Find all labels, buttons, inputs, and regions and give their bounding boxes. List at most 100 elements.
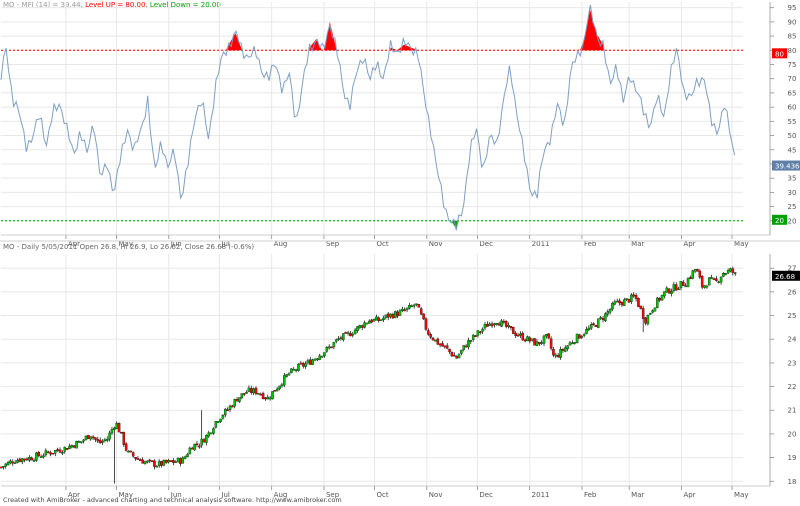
candle-body-up (679, 281, 683, 289)
candle-body-down (261, 393, 265, 400)
candle-body-up (63, 446, 66, 452)
candle-body-down (360, 325, 364, 328)
candle-body-down (592, 323, 595, 325)
candle-body-down (18, 458, 22, 462)
price-chart-header: MO - Daily 5/05/2011 Open 26.8, Hi 26.9,… (3, 243, 255, 251)
candle-body-up (42, 455, 45, 458)
x-tick-label: May (119, 240, 133, 248)
level-down-badge: 20 (772, 214, 788, 225)
candle-body-down (632, 294, 635, 297)
candle-body-down (344, 332, 347, 334)
candle (20, 458, 24, 465)
candle (70, 444, 74, 449)
candle (75, 440, 78, 449)
candle-body-up (89, 436, 92, 440)
candle-body-up (476, 330, 480, 336)
candle-body-up (726, 270, 730, 274)
candle-body-down (49, 452, 52, 455)
candle-body-up (519, 333, 522, 336)
candle-body-up (469, 340, 473, 342)
candle-body-up (28, 456, 31, 461)
y-tick-label: 90 (788, 18, 797, 26)
candle-body-up (9, 460, 12, 464)
candle-body-up (219, 418, 222, 422)
candle-body-down (436, 338, 440, 345)
candle (209, 432, 213, 435)
y-tick-label: 20 (788, 430, 797, 438)
candle-body-down (455, 355, 458, 359)
candle-body-up (146, 460, 149, 463)
candle-body-up (283, 375, 286, 386)
candle-body-up (157, 461, 161, 466)
candle (190, 446, 194, 450)
candle-body-up (245, 392, 248, 394)
candle-body-down (129, 450, 133, 453)
candle-body-down (547, 333, 550, 339)
candle-body-down (445, 345, 449, 349)
candle (445, 343, 449, 350)
candle-body-down (134, 457, 137, 459)
candle (351, 331, 355, 338)
candle-body-up (606, 311, 610, 315)
candle (129, 450, 133, 453)
candle (65, 447, 69, 450)
candle-body-up (188, 447, 192, 455)
candle (169, 460, 173, 462)
candle (155, 465, 159, 468)
candle (257, 392, 260, 395)
candle (599, 316, 602, 320)
candle-body-up (672, 284, 676, 291)
candle (578, 333, 581, 339)
candle-body-up (228, 405, 232, 411)
candle-body-up (318, 355, 321, 360)
candle-body-up (379, 319, 383, 322)
candle (587, 325, 591, 332)
candle-body-down (120, 431, 123, 434)
candle (469, 340, 473, 345)
candle (646, 314, 650, 326)
candle-body-down (264, 397, 267, 400)
candle-body-down (377, 317, 380, 322)
candle (726, 268, 730, 274)
x-tick-label: Nov (429, 240, 443, 248)
x-tick-label: Apr (683, 240, 695, 248)
candle (103, 437, 107, 443)
candle-body-down (150, 460, 154, 462)
x-tick-label: Feb (584, 240, 597, 248)
candle-body-up (573, 342, 576, 344)
candle-body-down (450, 351, 454, 357)
candle-body-up (351, 333, 355, 336)
x-tick-label: Dec (479, 491, 493, 499)
candle-body-down (250, 388, 253, 393)
candle (108, 430, 111, 442)
candle-body-up (77, 441, 81, 443)
candle-body-down (169, 460, 173, 462)
candle (94, 437, 97, 442)
candle (481, 327, 484, 334)
candle (497, 321, 501, 326)
candle-body-down (254, 387, 258, 394)
candle-body-up (44, 450, 48, 456)
candle (162, 459, 166, 467)
candle-body-down (386, 313, 390, 318)
candle (105, 436, 109, 443)
candle (691, 269, 694, 280)
overbought-fill (323, 21, 337, 51)
candle-body-up (398, 310, 402, 316)
candle-body-down (523, 339, 527, 342)
candle-body-down (443, 345, 447, 348)
candle (623, 297, 626, 306)
candle (693, 269, 697, 274)
candle (403, 307, 406, 312)
candle-body-down (0, 466, 3, 469)
candle-body-down (94, 437, 97, 440)
candle-body-up (710, 277, 713, 279)
candle (696, 268, 699, 272)
candle-body-up (568, 342, 572, 346)
x-tick-label: Mar (631, 491, 644, 499)
candle-body-up (247, 387, 251, 392)
candle-body-down (339, 337, 343, 339)
candle (677, 286, 680, 291)
candle (533, 338, 536, 346)
candle (368, 319, 371, 324)
